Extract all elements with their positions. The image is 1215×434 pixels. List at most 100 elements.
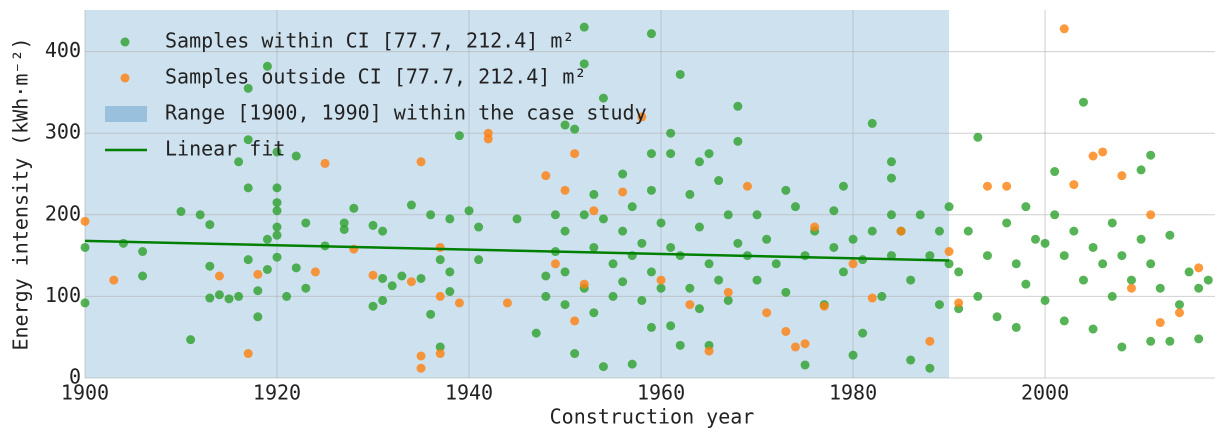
data-point [435,349,445,359]
data-point [272,183,282,193]
data-point [819,301,829,311]
data-point [550,210,560,220]
data-point [368,270,378,280]
data-point [416,273,426,283]
data-point [445,267,455,277]
data-point [253,269,263,279]
data-point [675,340,685,350]
data-point [262,234,272,244]
data-point [320,158,330,168]
data-point [541,171,551,181]
data-point [378,295,388,305]
data-point [416,351,426,361]
data-point [109,275,119,285]
data-point [464,206,474,216]
data-point [1107,218,1117,228]
data-point [1184,267,1194,277]
data-point [886,157,896,167]
data-point [570,149,580,159]
data-point [838,267,848,277]
data-point [1021,202,1031,212]
data-point [752,210,762,220]
data-point [214,271,224,281]
data-point [608,259,618,269]
data-point [406,200,416,210]
data-point [666,321,676,331]
data-point [790,202,800,212]
data-point [666,242,676,252]
data-point [1136,234,1146,244]
data-point [685,283,695,293]
data-point [598,93,608,103]
data-point [867,226,877,236]
data-point [963,226,973,236]
data-point [378,273,388,283]
data-point [589,206,599,216]
data-point [944,247,954,257]
data-point [349,203,359,213]
range-span [85,10,950,378]
data-point [435,255,445,265]
data-point [118,238,128,248]
data-point [886,173,896,183]
data-point [1107,291,1117,301]
data-point [790,342,800,352]
data-point [272,206,282,216]
data-point [1174,308,1184,318]
data-point [224,294,234,304]
data-point [867,118,877,128]
data-point [416,363,426,373]
data-point [560,300,570,310]
data-point [752,275,762,285]
x-tick-label: 1980 [829,381,877,405]
data-point [1030,234,1040,244]
data-point [646,185,656,195]
data-point [829,206,839,216]
data-point [1069,180,1079,190]
data-point [1088,151,1098,161]
data-point [800,339,810,349]
data-point [656,275,666,285]
data-point [838,181,848,191]
y-tick-label: 100 [45,283,81,307]
data-point [627,359,637,369]
data-point [80,242,90,252]
data-point [656,218,666,228]
x-tick-label: 1960 [637,381,685,405]
data-point [138,247,148,257]
legend-marker [120,37,130,47]
data-point [829,242,839,252]
data-point [1050,167,1060,177]
data-point [781,185,791,195]
data-point [637,295,647,305]
data-point [339,224,349,234]
data-point [1165,336,1175,346]
data-point [1078,275,1088,285]
data-point [704,149,714,159]
data-point [646,267,656,277]
data-point [234,157,244,167]
data-point [454,131,464,141]
data-point [483,134,493,144]
data-point [579,210,589,220]
data-point [550,259,560,269]
data-point [560,267,570,277]
data-point [1088,324,1098,334]
data-point [1146,150,1156,160]
data-point [1050,210,1060,220]
data-point [982,181,992,191]
data-point [368,220,378,230]
data-point [714,275,724,285]
data-point [512,214,522,224]
data-point [934,226,944,236]
y-tick-label: 200 [45,201,81,225]
data-point [1117,251,1127,261]
data-point [1002,181,1012,191]
data-point [685,300,695,310]
data-point [589,189,599,199]
data-point [272,198,282,208]
y-tick-label: 0 [69,365,81,389]
data-point [992,312,1002,322]
data-point [637,112,647,122]
data-point [925,251,935,261]
